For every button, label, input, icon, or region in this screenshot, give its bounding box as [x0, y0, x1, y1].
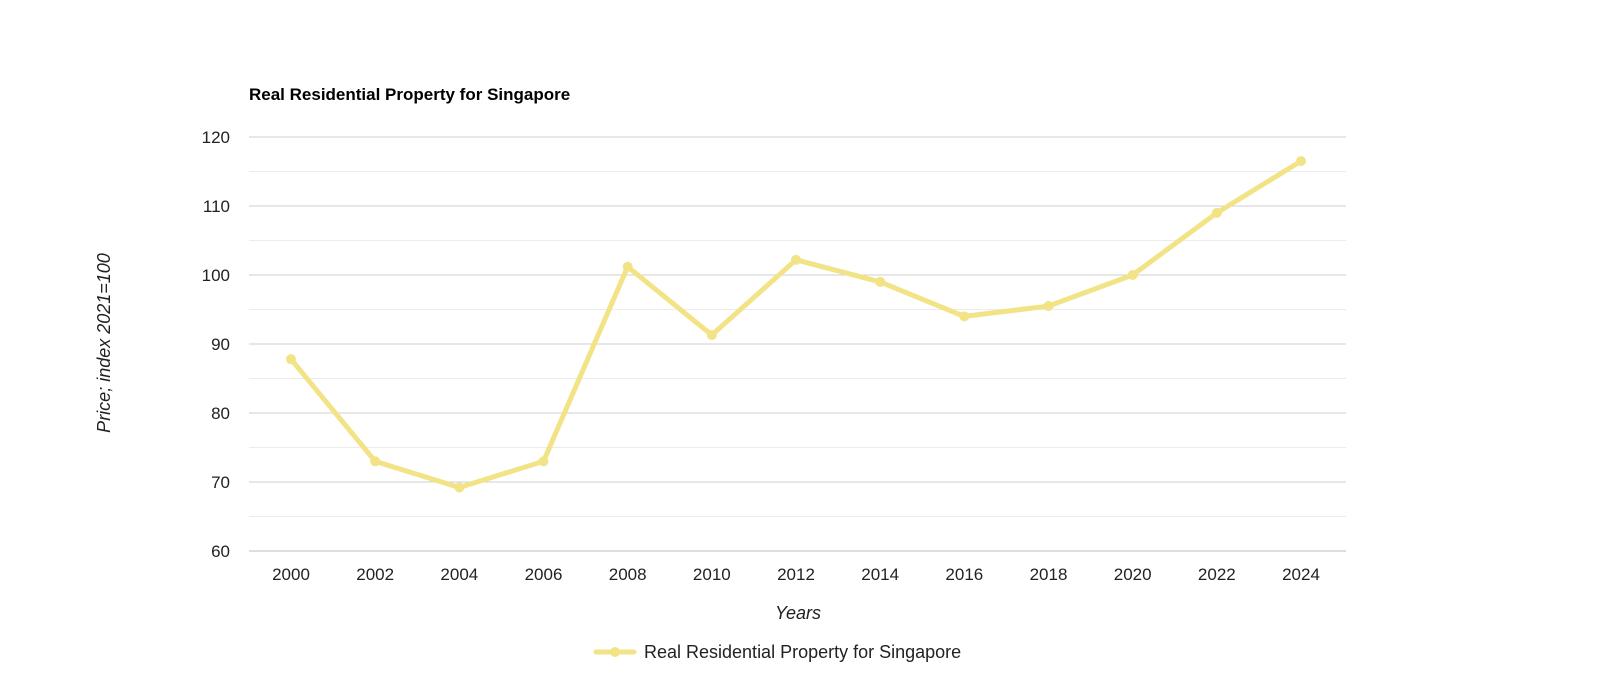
data-point	[454, 482, 465, 493]
x-tick-label: 2016	[945, 565, 983, 584]
y-tick-label: 90	[211, 335, 230, 354]
x-axis-ticks: 2000 2002 2004 2006 2008 2010 2012 2014 2016 2018…	[272, 565, 1320, 584]
legend-label: Real Residential Property for Singapore	[644, 642, 961, 662]
x-tick-label: 2006	[525, 565, 563, 584]
x-tick-label: 2022	[1198, 565, 1236, 584]
data-point	[286, 354, 296, 365]
y-tick-label: 70	[211, 473, 230, 492]
x-axis-label: Years	[775, 603, 821, 623]
data-point	[538, 456, 549, 467]
major-gridlines	[249, 136, 1346, 552]
legend-swatch-marker	[610, 647, 620, 657]
legend: Real Residential Property for Singapore	[593, 642, 961, 662]
minor-gridlines	[249, 171, 1346, 517]
data-point	[370, 456, 381, 467]
chart-title: Real Residential Property for Singapore	[249, 85, 570, 104]
data-point	[1043, 301, 1054, 312]
x-tick-label: 2018	[1030, 565, 1068, 584]
data-point	[1296, 156, 1306, 167]
series-layer	[286, 156, 1306, 493]
x-tick-label: 2008	[609, 565, 647, 584]
x-tick-label: 2002	[356, 565, 394, 584]
y-tick-label: 110	[203, 197, 230, 216]
y-axis-label: Price; index 2021=100	[94, 253, 114, 433]
data-point	[706, 330, 717, 341]
y-axis-ticks: 60 70 80 90 100 110 120	[202, 128, 230, 561]
x-tick-label: 2012	[777, 565, 815, 584]
x-tick-label: 2010	[693, 565, 731, 584]
data-point	[791, 254, 801, 265]
data-point	[959, 311, 970, 322]
x-tick-label: 2014	[861, 565, 899, 584]
x-tick-label: 2020	[1114, 565, 1152, 584]
x-tick-label: 2000	[272, 565, 310, 584]
x-tick-label: 2004	[440, 565, 478, 584]
y-tick-label: 120	[202, 128, 230, 147]
data-point	[1211, 207, 1222, 218]
series-line	[288, 158, 1304, 491]
data-point	[875, 276, 886, 287]
x-tick-label: 2024	[1282, 565, 1320, 584]
y-tick-label: 100	[202, 266, 230, 285]
data-point	[1127, 270, 1138, 280]
y-tick-label: 80	[211, 404, 230, 423]
y-tick-label: 60	[211, 542, 230, 561]
data-point	[622, 261, 633, 272]
